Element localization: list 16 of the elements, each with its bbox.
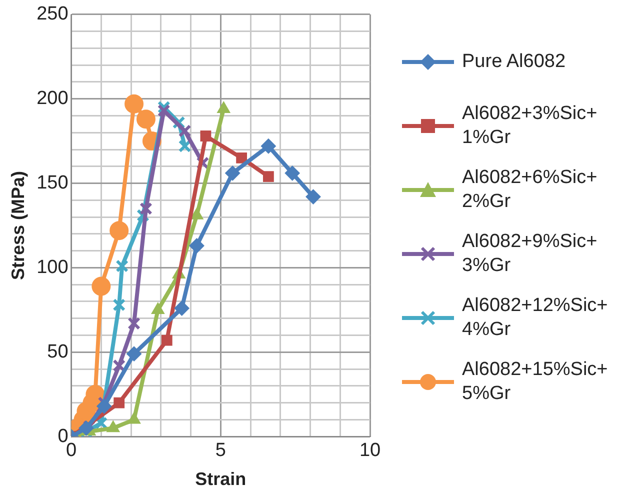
- x-axis-title: Strain: [195, 469, 246, 490]
- x-tick-label: 10: [359, 440, 381, 462]
- y-tick-label: 50: [47, 341, 68, 362]
- legend-label: Al6082+12%Sic+4%Gr: [462, 294, 609, 342]
- y-axis-title: Stress (MPa): [8, 170, 28, 280]
- legend-label: Al6082+15%Sic+5%Gr: [462, 358, 609, 406]
- x-tick-label: 5: [215, 440, 226, 462]
- y-tick-label: 100: [36, 256, 68, 278]
- legend-label: Pure Al6082: [462, 50, 567, 74]
- y-tick-label: 150: [36, 172, 68, 194]
- y-tick-label: 200: [36, 88, 68, 110]
- legend-label: Al6082+3%Sic+1%Gr: [462, 102, 598, 150]
- legend-label: Al6082+9%Sic+3%Gr: [462, 230, 598, 278]
- legend-label: Al6082+6%Sic+2%Gr: [462, 166, 598, 214]
- y-tick-label: 250: [36, 4, 68, 25]
- y-tick-label: 0: [58, 426, 68, 447]
